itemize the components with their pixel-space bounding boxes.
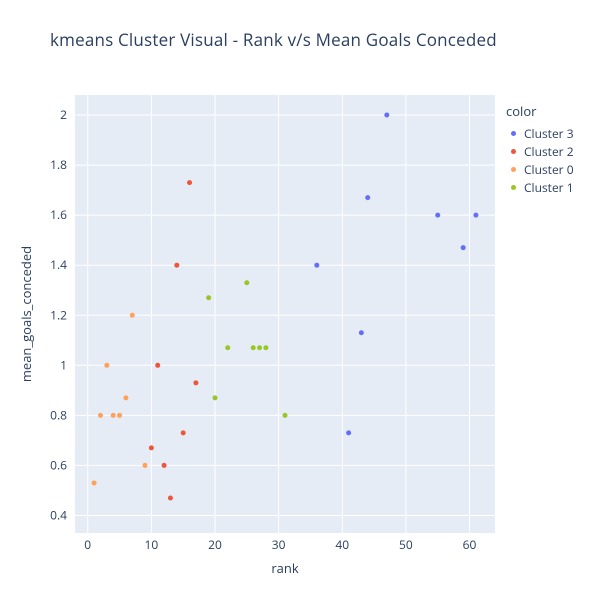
data-point[interactable] <box>155 363 160 368</box>
chart-container: kmeans Cluster Visual - Rank v/s Mean Go… <box>0 0 600 600</box>
data-point[interactable] <box>384 113 389 118</box>
data-point[interactable] <box>104 363 109 368</box>
legend-swatch <box>504 185 522 190</box>
data-point[interactable] <box>365 195 370 200</box>
data-point[interactable] <box>257 345 262 350</box>
data-point[interactable] <box>314 263 319 268</box>
svg-text:0.6: 0.6 <box>50 456 67 473</box>
data-point[interactable] <box>149 445 154 450</box>
legend: color Cluster 3Cluster 2Cluster 0Cluster… <box>504 102 574 196</box>
data-point[interactable] <box>346 430 351 435</box>
data-point[interactable] <box>359 330 364 335</box>
data-point[interactable] <box>181 430 186 435</box>
data-point[interactable] <box>187 180 192 185</box>
data-point[interactable] <box>130 313 135 318</box>
svg-text:rank: rank <box>271 559 299 577</box>
svg-text:1: 1 <box>60 356 67 373</box>
data-point[interactable] <box>461 245 466 250</box>
svg-text:50: 50 <box>399 536 413 553</box>
legend-swatch <box>504 149 522 154</box>
legend-swatch <box>504 131 522 136</box>
data-point[interactable] <box>251 345 256 350</box>
svg-text:1.6: 1.6 <box>50 206 67 223</box>
data-point[interactable] <box>213 395 218 400</box>
legend-title: color <box>504 102 574 120</box>
legend-item[interactable]: Cluster 2 <box>504 142 574 160</box>
data-point[interactable] <box>225 345 230 350</box>
data-point[interactable] <box>174 263 179 268</box>
legend-label: Cluster 2 <box>522 143 574 160</box>
svg-text:30: 30 <box>272 536 286 553</box>
data-point[interactable] <box>244 280 249 285</box>
data-point[interactable] <box>143 463 148 468</box>
legend-label: Cluster 0 <box>522 161 574 178</box>
svg-text:10: 10 <box>144 536 158 553</box>
svg-text:2: 2 <box>60 106 67 123</box>
data-point[interactable] <box>162 463 167 468</box>
data-point[interactable] <box>111 413 116 418</box>
data-point[interactable] <box>98 413 103 418</box>
svg-text:1.2: 1.2 <box>50 306 67 323</box>
data-point[interactable] <box>168 495 173 500</box>
data-point[interactable] <box>283 413 288 418</box>
legend-item[interactable]: Cluster 1 <box>504 178 574 196</box>
svg-text:1.8: 1.8 <box>50 156 67 173</box>
legend-swatch <box>504 167 522 172</box>
svg-text:0.8: 0.8 <box>50 406 67 423</box>
data-point[interactable] <box>435 213 440 218</box>
data-point[interactable] <box>123 395 128 400</box>
data-point[interactable] <box>263 345 268 350</box>
legend-item[interactable]: Cluster 3 <box>504 124 574 142</box>
svg-text:1.4: 1.4 <box>50 256 67 273</box>
svg-text:mean_goals_conceded: mean_goals_conceded <box>17 246 35 382</box>
svg-text:60: 60 <box>463 536 477 553</box>
scatter-plot: 0 10 20 30 40 50 60 0.4 0.6 0.8 1 1.2 1.4 1.6 1.8 2 rank… <box>0 0 600 600</box>
data-point[interactable] <box>193 380 198 385</box>
svg-text:20: 20 <box>208 536 222 553</box>
svg-text:0.4: 0.4 <box>50 506 67 523</box>
data-point[interactable] <box>117 413 122 418</box>
data-point[interactable] <box>92 480 97 485</box>
legend-label: Cluster 3 <box>522 125 574 142</box>
data-point[interactable] <box>473 213 478 218</box>
legend-item[interactable]: Cluster 0 <box>504 160 574 178</box>
svg-text:40: 40 <box>335 536 349 553</box>
legend-label: Cluster 1 <box>522 179 574 196</box>
svg-text:0: 0 <box>84 536 91 553</box>
data-point[interactable] <box>206 295 211 300</box>
